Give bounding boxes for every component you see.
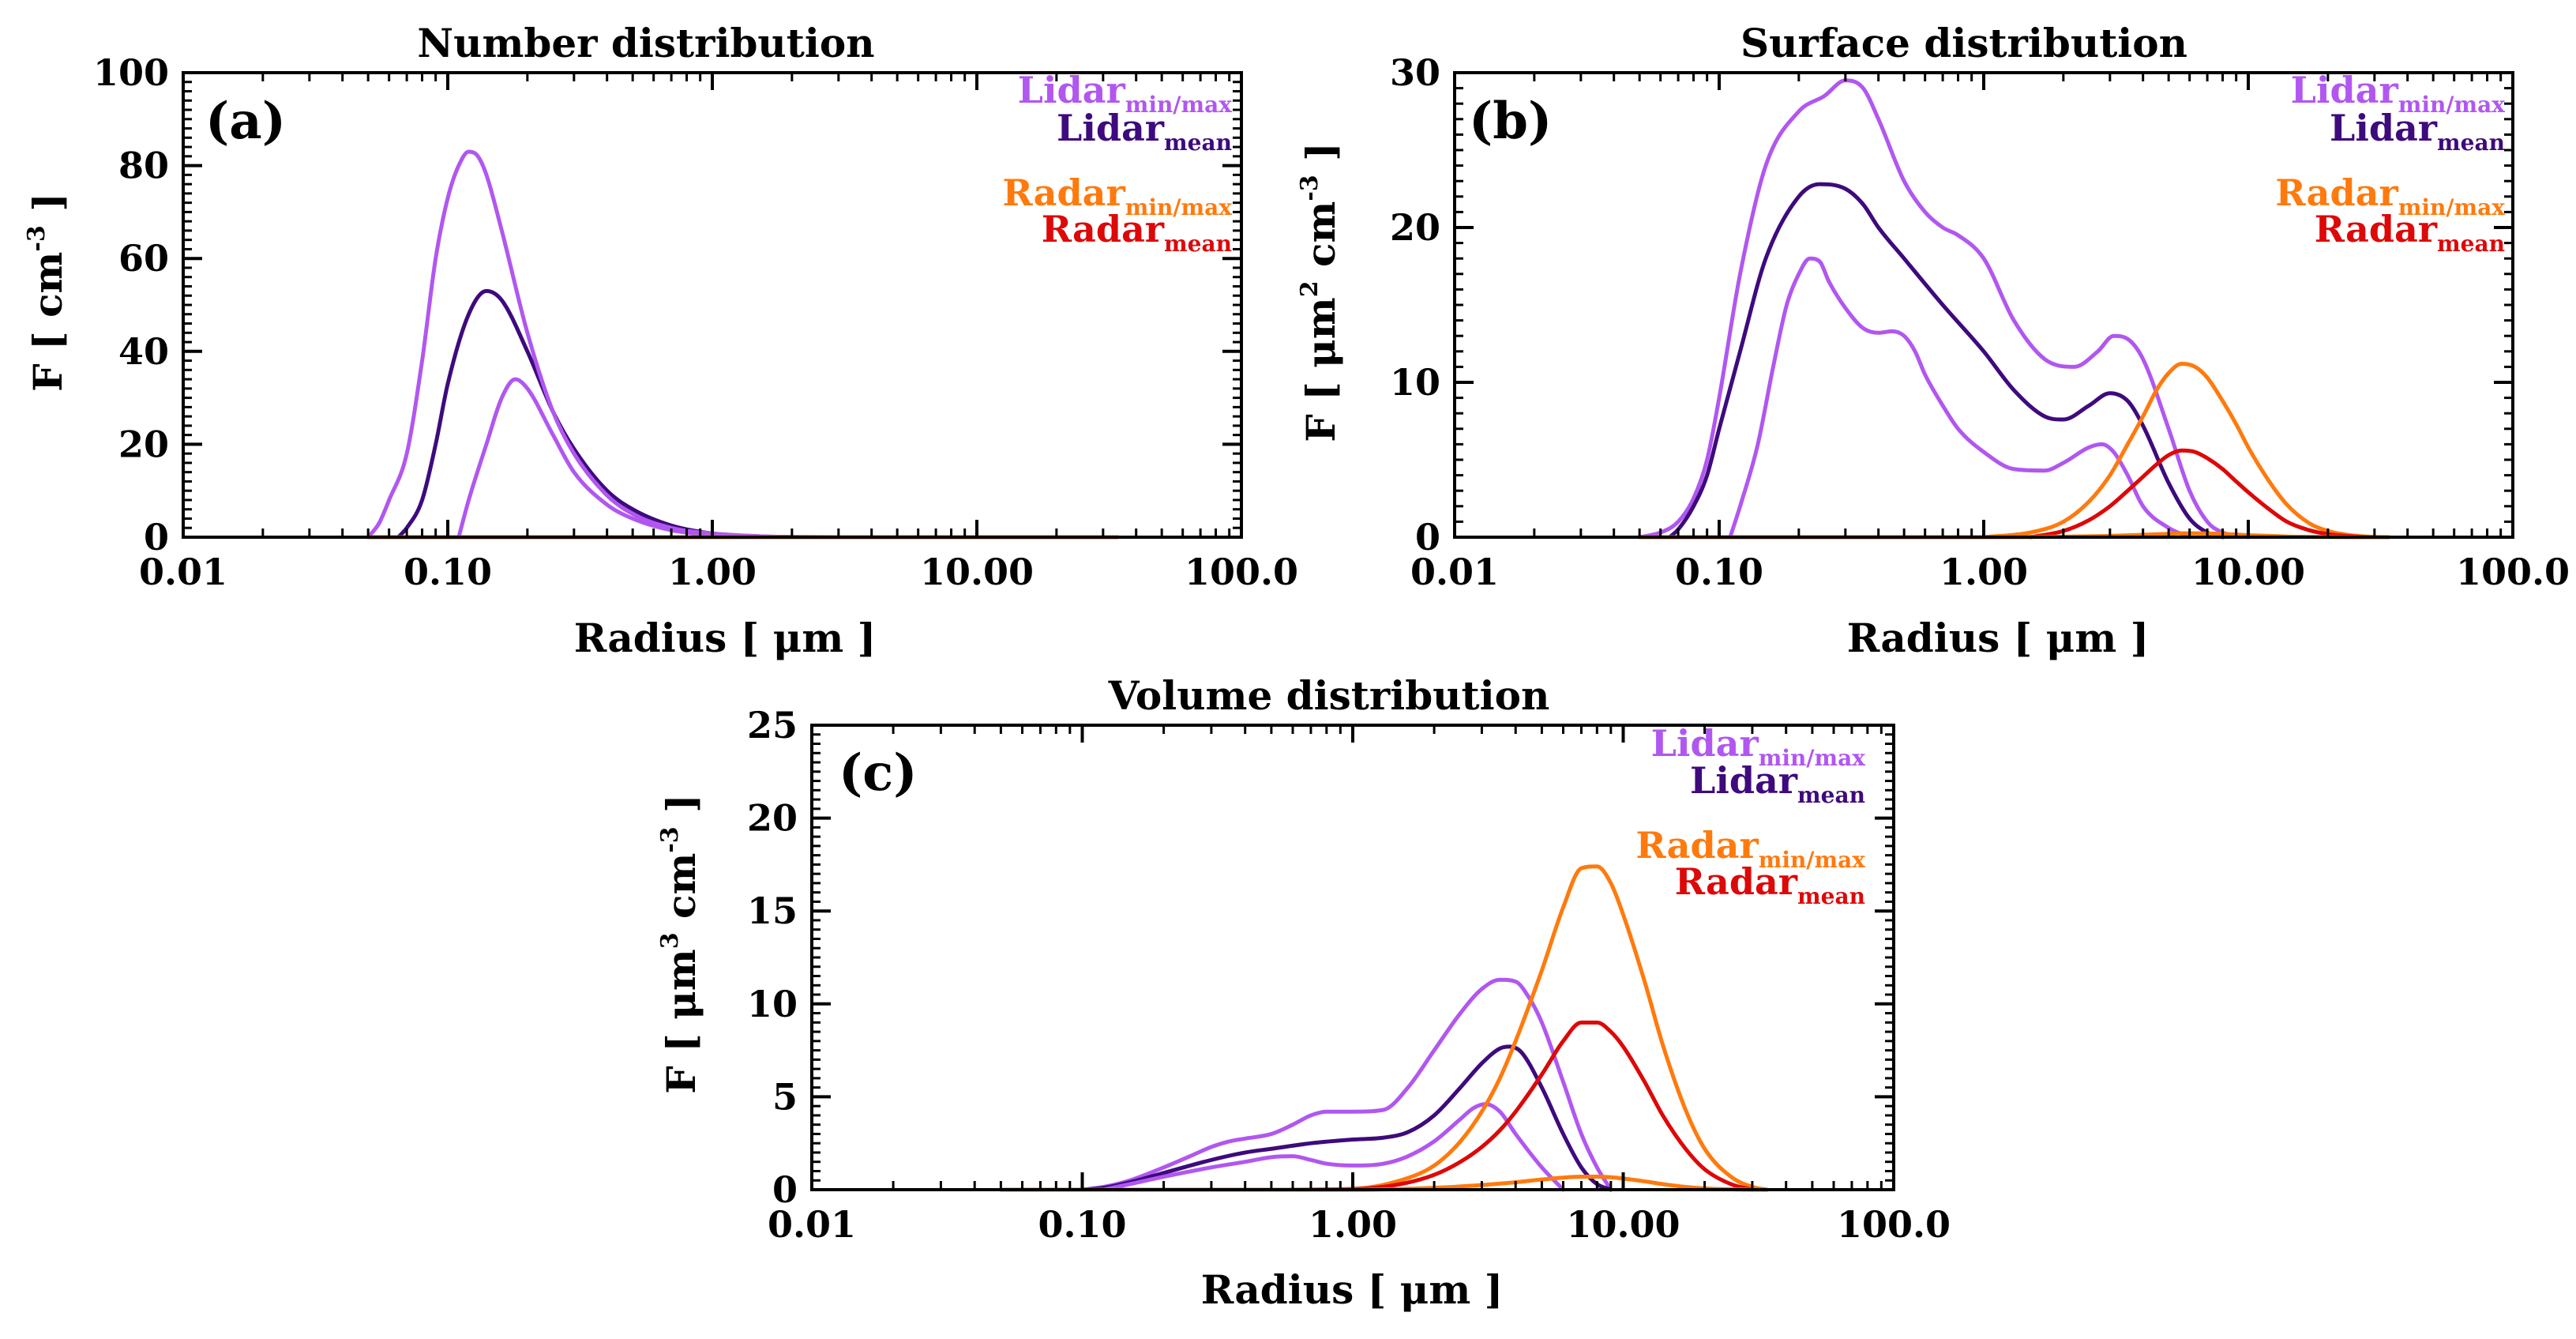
legend-radar-minmax: Radarmin/max — [1635, 824, 1865, 873]
series-line-radar-max — [1981, 361, 2391, 540]
series-line-lidar-min — [1102, 1102, 1566, 1192]
legend-lidar-mean: Lidarmean — [1057, 107, 1232, 156]
legend-lidar-minmax: Lidarmin/max — [1018, 69, 1233, 118]
series-line-lidar-max — [1637, 78, 2251, 540]
axes: 0.01 0.10 1.00 10.00 100.0 0 5 10 15 20 25 — [747, 704, 1951, 1246]
panel-b: Surface distribution (b) Radius [ μm ] F… — [1296, 20, 2570, 661]
x-tick-label: 0.10 — [1675, 551, 1763, 593]
legend: Lidarmin/max Lidarmean Radarmin/max Rada… — [1002, 69, 1232, 257]
y-axis-label: F [ cm-3 ] — [23, 193, 71, 392]
y-tick-label: 40 — [118, 330, 169, 373]
y-axis-label: F [ μm3 cm-3 ] — [656, 794, 704, 1094]
x-tick-label: 0.01 — [139, 551, 227, 593]
chart-title: Surface distribution — [1740, 20, 2187, 66]
x-tick-label: 10.00 — [2191, 551, 2305, 593]
y-tick-label: 80 — [118, 145, 169, 187]
y-axis-label: F [ μm2 cm-3 ] — [1296, 142, 1344, 442]
panel-label: (b) — [1469, 92, 1552, 151]
x-tick-label: 100.0 — [1185, 551, 1298, 593]
series-line-lidar-max — [366, 149, 841, 540]
x-axis-label: Radius [ μm ] — [1847, 615, 2150, 661]
x-tick-label: 1.00 — [668, 551, 757, 593]
x-tick-label: 10.00 — [920, 551, 1034, 593]
series-line-lidar-mean — [396, 288, 841, 540]
series-line-lidar-mean — [1080, 1044, 1613, 1192]
legend: Lidarmin/max Lidarmean Radarmin/max Rada… — [1635, 722, 1865, 909]
y-tick-label: 25 — [747, 704, 798, 747]
series-line-lidar-min — [1728, 256, 2192, 540]
x-tick-label: 0.01 — [768, 1203, 856, 1246]
x-tick-label: 100.0 — [2456, 551, 2570, 593]
legend-radar-mean: Radarmean — [2315, 208, 2505, 257]
legend-radar-minmax: Radarmin/max — [2275, 171, 2505, 220]
series-lines — [998, 864, 1770, 1192]
legend-radar-mean: Radarmean — [1042, 208, 1232, 257]
x-tick-label: 1.00 — [1940, 551, 2028, 593]
x-tick-label: 0.01 — [1410, 551, 1499, 593]
y-tick-label: 60 — [118, 237, 169, 280]
y-tick-label: 100 — [93, 51, 169, 94]
y-tick-label: 0 — [144, 516, 169, 559]
y-tick-label: 0 — [1415, 516, 1440, 559]
panel-label: (a) — [205, 92, 286, 151]
axes: 0.01 0.10 1.00 10.00 100.0 0 10 20 30 — [1390, 51, 2570, 593]
series-lines — [1637, 78, 2391, 540]
chart-title: Number distribution — [417, 20, 874, 66]
x-tick-label: 100.0 — [1837, 1203, 1951, 1246]
y-tick-label: 30 — [1390, 51, 1440, 94]
y-tick-label: 10 — [747, 983, 798, 1025]
legend-radar-mean: Radarmean — [1675, 860, 1865, 909]
x-axis-label: Radius [ μm ] — [574, 615, 877, 661]
x-tick-label: 1.00 — [1309, 1203, 1397, 1246]
series-line-radar-max — [998, 864, 1770, 1192]
x-tick-label: 10.00 — [1566, 1203, 1680, 1246]
legend-lidar-minmax: Lidarmin/max — [2291, 69, 2506, 118]
legend-radar-minmax: Radarmin/max — [1002, 171, 1232, 220]
panel-label: (c) — [839, 743, 918, 803]
axes: 0.01 0.10 1.00 10.00 100.0 0 20 40 60 80 100 — [93, 51, 1298, 593]
series-line-radar-mean — [2028, 448, 2377, 540]
y-tick-label: 0 — [772, 1168, 798, 1211]
y-tick-label: 20 — [747, 797, 798, 840]
y-tick-label: 5 — [772, 1075, 798, 1118]
legend-lidar-mean: Lidarmean — [1690, 759, 1865, 808]
series-line-lidar-mean — [1667, 182, 2225, 540]
legend-lidar-mean: Lidarmean — [2330, 107, 2505, 156]
panel-a: Number distribution (a) Radius [ μm ] F … — [23, 20, 1298, 661]
y-tick-label: 20 — [1390, 206, 1440, 249]
panel-c: Volume distribution (c) Radius [ μm ] F … — [656, 672, 1951, 1313]
x-tick-label: 0.10 — [404, 551, 492, 593]
x-tick-label: 0.10 — [1038, 1203, 1126, 1246]
y-tick-label: 15 — [747, 890, 798, 932]
series-line-lidar-max — [1080, 977, 1613, 1192]
y-tick-label: 10 — [1390, 361, 1440, 404]
series-line-radar-mean — [1269, 1020, 1755, 1192]
chart-title: Volume distribution — [1108, 672, 1550, 719]
legend: Lidarmin/max Lidarmean Radarmin/max Rada… — [2275, 69, 2505, 257]
series-line-lidar-min — [456, 377, 841, 540]
x-axis-label: Radius [ μm ] — [1201, 1266, 1504, 1313]
y-tick-label: 20 — [118, 423, 169, 465]
